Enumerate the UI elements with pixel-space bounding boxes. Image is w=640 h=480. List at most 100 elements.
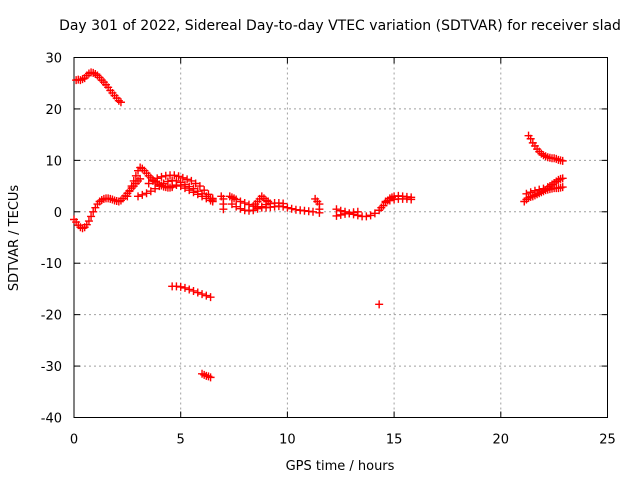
- series-arc-r: [375, 300, 384, 309]
- data-point-marker: [127, 182, 136, 191]
- y-tick-label: -10: [41, 257, 62, 272]
- data-point-marker: [558, 183, 567, 192]
- data-point-marker: [189, 286, 198, 295]
- y-tick-label: -20: [41, 309, 62, 324]
- x-tick-label: 10: [279, 433, 296, 448]
- data-point-marker: [522, 189, 531, 198]
- data-point-marker: [116, 98, 125, 107]
- data-point-marker: [193, 190, 202, 199]
- data-point-marker: [180, 283, 189, 292]
- data-point-marker: [183, 175, 192, 184]
- y-tick-label: 0: [54, 206, 62, 221]
- data-point-marker: [151, 184, 160, 193]
- data-point-marker: [264, 197, 273, 206]
- data-point-marker: [138, 190, 147, 199]
- series-arc-g: [168, 282, 215, 302]
- data-point-marker: [148, 176, 157, 185]
- data-point-marker: [219, 205, 228, 214]
- data-point-marker: [191, 179, 200, 188]
- data-point-marker: [185, 186, 194, 195]
- data-point-marker: [189, 188, 198, 197]
- data-point-marker: [385, 196, 394, 205]
- series-arc-q: [381, 194, 416, 206]
- data-point-marker: [332, 211, 341, 220]
- data-point-marker: [84, 217, 93, 226]
- series-arc-e: [144, 171, 217, 203]
- y-tick-label: -40: [41, 412, 62, 427]
- data-point-marker: [283, 203, 292, 212]
- data-point-marker: [206, 293, 215, 302]
- data-point-marker: [232, 195, 241, 204]
- data-point-marker: [362, 212, 371, 221]
- data-point-marker: [279, 199, 288, 208]
- x-tick-label: 5: [177, 433, 185, 448]
- data-point-marker: [287, 204, 296, 213]
- data-point-marker: [236, 204, 245, 213]
- series-arc-h: [198, 369, 215, 382]
- data-point-marker: [187, 176, 196, 185]
- data-point-marker: [227, 200, 236, 209]
- y-tick-label: 10: [45, 154, 62, 169]
- data-point-marker: [185, 285, 194, 294]
- data-point-marker: [89, 207, 98, 216]
- data-point-marker: [202, 291, 211, 300]
- x-tick-label: 20: [493, 433, 510, 448]
- data-point-marker: [125, 187, 134, 196]
- data-point-marker: [163, 177, 172, 186]
- y-tick-label: 20: [45, 103, 62, 118]
- series-arc-s: [524, 131, 567, 165]
- data-point-marker: [232, 202, 241, 211]
- chart-title: Day 301 of 2022, Sidereal Day-to-day VTE…: [59, 18, 621, 34]
- data-point-marker: [170, 171, 179, 180]
- data-point-marker: [168, 182, 177, 191]
- series-arc-b: [70, 174, 145, 233]
- data-point-marker: [526, 188, 535, 197]
- data-point-marker: [204, 190, 213, 199]
- data-point-marker: [131, 171, 140, 180]
- data-point-marker: [129, 176, 138, 185]
- series-arc-u: [522, 174, 567, 198]
- x-tick-label: 0: [70, 433, 78, 448]
- data-point-marker: [200, 186, 209, 195]
- grid: [74, 57, 608, 418]
- series-arc-f: [168, 181, 217, 206]
- axis-ticks: 0 5 10 15 20 25 -40 -30 -20 -10 0 10 20 30: [41, 52, 616, 448]
- data-point-marker: [309, 207, 318, 216]
- y-axis-label: SDTVAR / TECUs: [7, 185, 22, 292]
- x-axis-label: GPS time / hours: [286, 459, 395, 474]
- data-point-marker: [202, 194, 211, 203]
- series-arc-o: [332, 207, 362, 220]
- data-point-marker: [176, 182, 185, 191]
- data-point-marker: [172, 181, 181, 190]
- data-point-marker: [535, 185, 544, 194]
- series-arc-l: [251, 192, 273, 209]
- data-point-marker: [193, 288, 202, 297]
- series-arc-m: [311, 194, 324, 217]
- data-point-marker: [530, 186, 539, 195]
- data-point-marker: [123, 192, 132, 201]
- data-point-marker: [180, 184, 189, 193]
- data-point-marker: [157, 172, 166, 181]
- data-point-marker: [144, 179, 153, 188]
- data-point-marker: [315, 208, 324, 217]
- data-point-marker: [134, 192, 143, 201]
- data-point-marker: [176, 282, 185, 291]
- data-point-marker: [208, 197, 217, 206]
- data-point-marker: [146, 187, 155, 196]
- x-tick-label: 25: [599, 433, 616, 448]
- y-tick-label: 30: [45, 52, 62, 67]
- data-point-marker: [142, 189, 151, 198]
- data-point-marker: [332, 205, 341, 214]
- series-arc-i: [217, 192, 228, 214]
- plot-frame: [73, 57, 608, 418]
- series-arc-p: [379, 191, 416, 210]
- data-points: [70, 68, 567, 382]
- data-point-marker: [558, 156, 567, 165]
- data-point-marker: [87, 212, 96, 221]
- data-point-marker: [375, 300, 384, 309]
- series-arc-a: [72, 68, 125, 107]
- data-point-marker: [136, 174, 145, 183]
- data-point-marker: [253, 204, 262, 213]
- data-point-marker: [174, 172, 183, 181]
- data-point-marker: [407, 195, 416, 204]
